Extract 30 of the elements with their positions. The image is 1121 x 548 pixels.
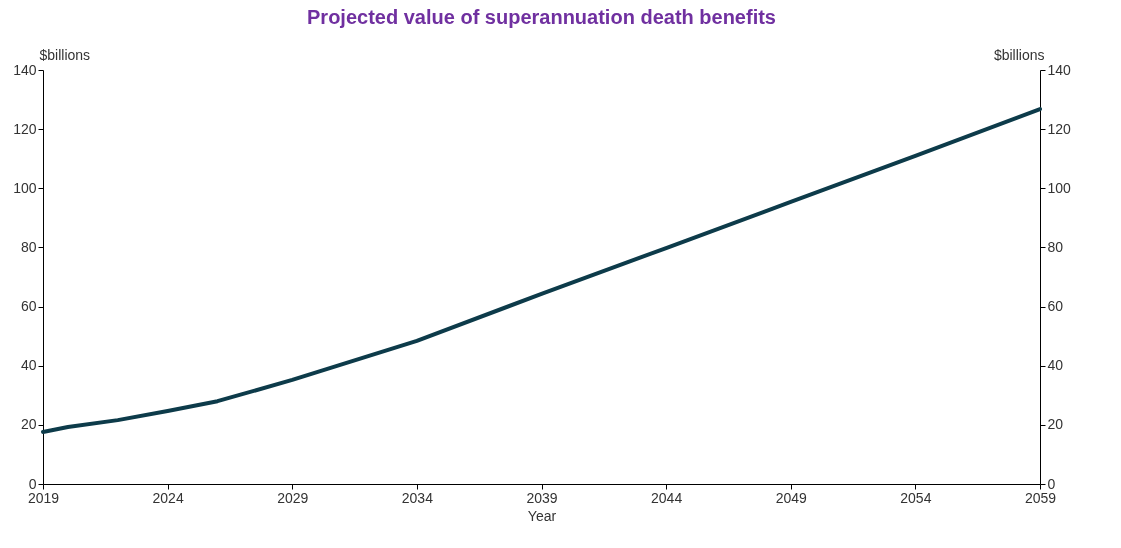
y2-tick-label: 100 — [1047, 179, 1072, 196]
y-tick-label: 140 — [13, 61, 37, 78]
y-tick-label: 60 — [20, 298, 37, 315]
y-tick-label: 80 — [20, 238, 37, 255]
line-series — [41, 107, 1042, 434]
y-tick-label: 100 — [13, 179, 37, 196]
y-tick-label: 40 — [20, 357, 37, 374]
y2-tick-label: 80 — [1047, 238, 1064, 255]
x-tick-label: 2029 — [277, 489, 309, 506]
y2-tick-label: 0 — [1047, 475, 1056, 492]
x-tick-label: 2019 — [27, 489, 60, 506]
x-tick-label: 2059 — [1024, 489, 1057, 506]
y-tick-label: 0 — [28, 475, 37, 492]
x-tick-label: 2044 — [651, 489, 683, 506]
x-tick-label: 2024 — [152, 489, 184, 506]
y-axis-title: $billions — [39, 46, 91, 63]
x-tick-label: 2054 — [900, 489, 932, 506]
y2-tick-label: 40 — [1047, 357, 1064, 374]
y-tick-label: 20 — [20, 416, 37, 433]
x-tick-label: 2034 — [401, 489, 434, 506]
y2-axis-title: $billions — [993, 46, 1045, 63]
y2-tick-label: 140 — [1047, 61, 1072, 78]
x-axis-title: Year — [527, 507, 557, 524]
y2-tick-label: 120 — [1047, 120, 1072, 137]
x-tick-label: 2049 — [775, 489, 808, 506]
chart-title: Projected value of superannuation death benefits — [307, 6, 776, 28]
y-tick-label: 120 — [13, 120, 37, 137]
y2-tick-label: 20 — [1047, 416, 1064, 433]
y2-tick-label: 60 — [1047, 298, 1064, 315]
x-tick-label: 2039 — [526, 489, 558, 506]
